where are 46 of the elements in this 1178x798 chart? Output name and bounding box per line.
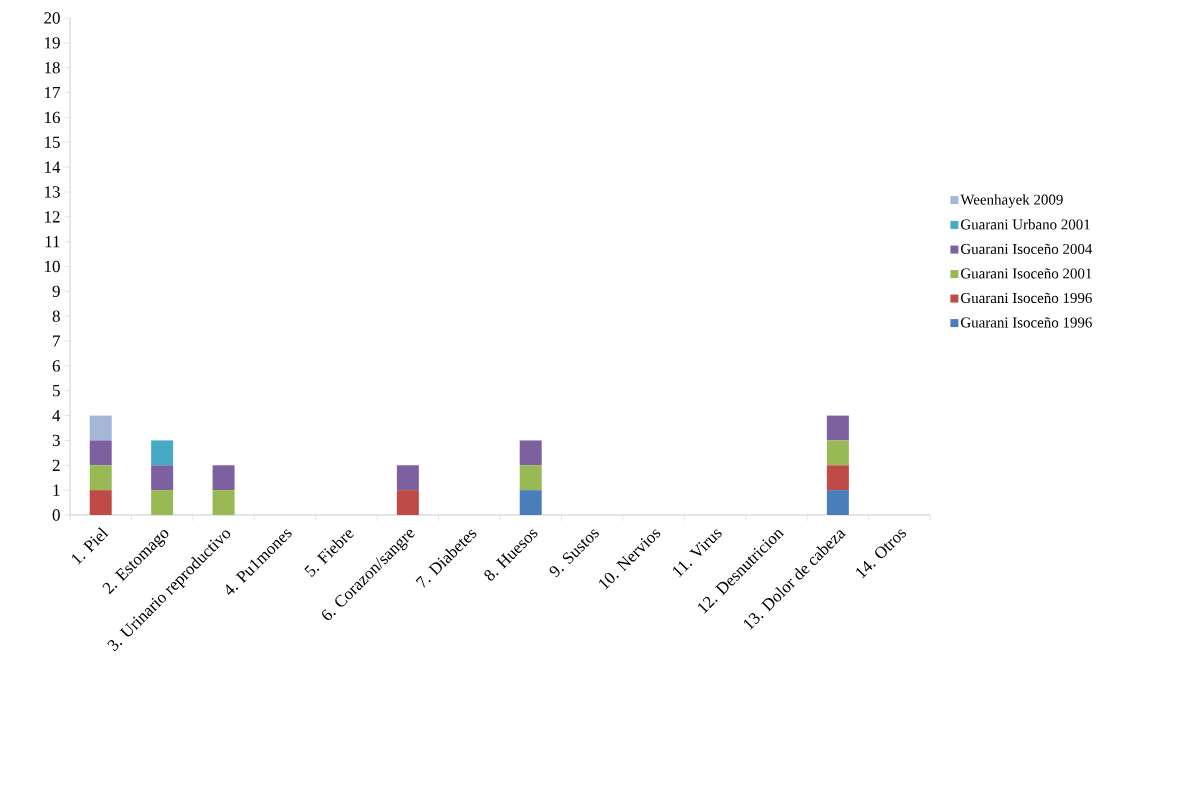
y-tick-label: 5 xyxy=(53,385,60,397)
bar xyxy=(151,465,174,491)
y-tick-label: 15 xyxy=(45,136,60,148)
bar xyxy=(212,490,235,515)
bar xyxy=(89,490,112,515)
y-tick-label: 13 xyxy=(45,186,60,198)
legend-label: Guarani Urbano 2001 xyxy=(961,218,1090,230)
bar xyxy=(826,440,849,466)
y-tick-label: 7 xyxy=(53,335,61,347)
y-tick-label: 9 xyxy=(52,285,60,298)
legend-label: Guarani Isoceño 1996 xyxy=(961,317,1092,328)
y-tick-label: 3 xyxy=(52,434,60,447)
bar xyxy=(89,440,112,466)
y-tick-label: 17 xyxy=(45,86,61,99)
bar xyxy=(89,465,112,491)
y-tick-label: 4 xyxy=(52,410,61,422)
bar xyxy=(519,440,542,466)
y-tick-label: 2 xyxy=(52,459,60,471)
y-tick-label: 20 xyxy=(44,12,60,24)
bar xyxy=(212,465,235,491)
legend-label: Weenhayek 2009 xyxy=(960,194,1063,208)
bar xyxy=(826,415,849,441)
bar xyxy=(89,415,112,441)
y-tick-label: 1 xyxy=(53,484,60,496)
bar xyxy=(519,465,542,491)
y-tick-label: 16 xyxy=(45,111,60,124)
y-tick-label: 10 xyxy=(45,260,60,273)
bar xyxy=(826,490,849,515)
y-tick-label: 18 xyxy=(45,61,60,74)
bar xyxy=(519,490,542,515)
y-tick-label: 11 xyxy=(45,236,60,248)
bar xyxy=(151,440,174,466)
y-tick-label: 14 xyxy=(45,161,61,173)
legend-label: Guarani Isoceño 2004 xyxy=(961,243,1093,254)
bar xyxy=(396,465,419,491)
bar xyxy=(396,490,419,515)
y-tick-label: 0 xyxy=(52,509,60,521)
y-tick-label: 8 xyxy=(52,310,60,322)
y-tick-label: 19 xyxy=(45,37,60,49)
legend-label: Guarani Isoceño 1996 xyxy=(961,292,1092,304)
bar xyxy=(826,465,849,491)
y-tick-label: 6 xyxy=(52,360,60,372)
y-tick-label: 12 xyxy=(45,211,60,223)
legend-label: Guarani Isoceño 2001 xyxy=(961,268,1092,279)
x-tick-label: 1. Piel xyxy=(71,527,109,565)
bar xyxy=(151,490,174,515)
